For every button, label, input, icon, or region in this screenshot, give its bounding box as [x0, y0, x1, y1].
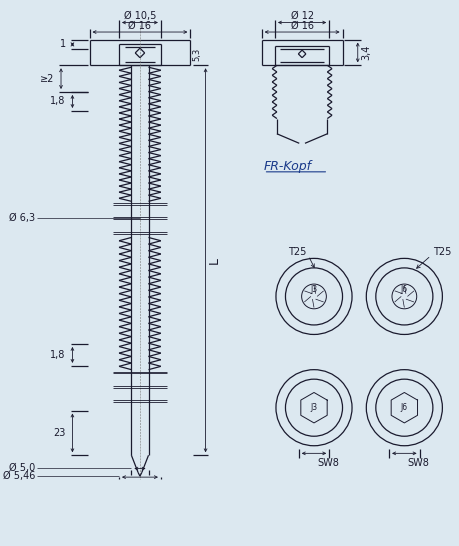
- Text: 1: 1: [60, 39, 66, 49]
- Text: SW8: SW8: [408, 458, 430, 468]
- Text: Ø 5,0: Ø 5,0: [9, 462, 35, 473]
- Text: Ø 10,5: Ø 10,5: [124, 11, 156, 21]
- Text: 23: 23: [53, 428, 66, 438]
- Text: SW8: SW8: [317, 458, 339, 468]
- Text: L: L: [207, 257, 221, 264]
- Text: 3,4: 3,4: [361, 45, 371, 60]
- Text: J3: J3: [310, 403, 318, 412]
- Text: Ø 12: Ø 12: [291, 11, 313, 21]
- Text: Ø 6,3: Ø 6,3: [9, 213, 35, 223]
- Text: J3: J3: [310, 285, 318, 294]
- Text: Ø 16: Ø 16: [291, 20, 313, 31]
- Text: FR-Kopf: FR-Kopf: [263, 159, 312, 173]
- Text: 1,8: 1,8: [50, 97, 66, 106]
- Text: Ø 16: Ø 16: [129, 20, 151, 31]
- Text: T25: T25: [433, 247, 451, 257]
- Text: ≥2: ≥2: [40, 74, 54, 84]
- Text: J6: J6: [401, 403, 408, 412]
- Text: J6: J6: [401, 285, 408, 294]
- Text: T25: T25: [288, 247, 307, 257]
- Text: Ø 5,46: Ø 5,46: [3, 471, 35, 481]
- Text: 1,8: 1,8: [50, 350, 66, 360]
- Text: 5,3: 5,3: [192, 48, 202, 62]
